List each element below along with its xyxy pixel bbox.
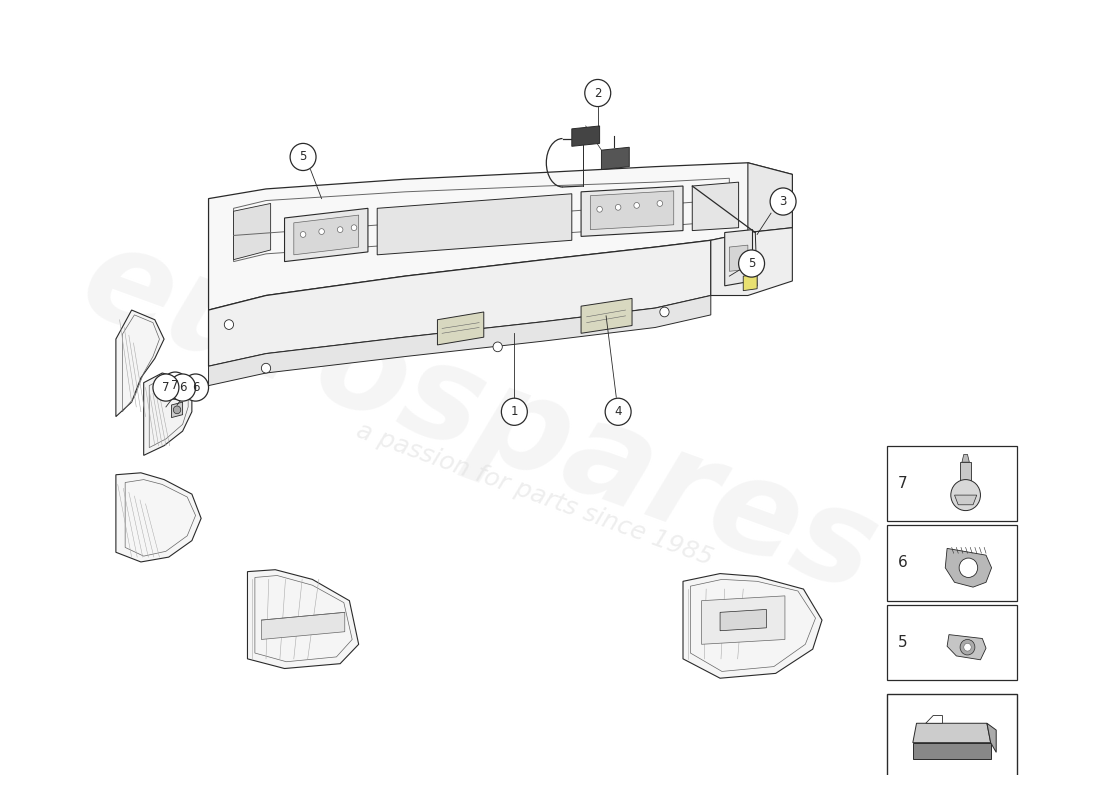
Text: 7: 7 [898, 476, 907, 491]
Circle shape [738, 250, 764, 277]
Polygon shape [233, 203, 271, 260]
Circle shape [634, 202, 639, 208]
Polygon shape [581, 186, 683, 237]
Text: 5: 5 [898, 635, 907, 650]
Circle shape [319, 229, 324, 234]
Polygon shape [144, 373, 191, 455]
Text: eurospares: eurospares [65, 214, 893, 619]
Polygon shape [702, 596, 785, 644]
Polygon shape [711, 228, 792, 295]
Circle shape [585, 79, 611, 106]
Circle shape [597, 206, 603, 212]
Text: 6: 6 [191, 381, 199, 394]
Polygon shape [172, 402, 183, 418]
Circle shape [493, 342, 503, 352]
Text: 4: 4 [615, 406, 622, 418]
Polygon shape [960, 462, 971, 491]
Text: 3: 3 [780, 195, 786, 208]
Polygon shape [438, 312, 484, 345]
Polygon shape [720, 610, 767, 630]
Circle shape [153, 374, 179, 401]
Text: 5: 5 [299, 150, 307, 163]
Polygon shape [947, 634, 986, 660]
Polygon shape [248, 570, 359, 669]
Polygon shape [285, 208, 367, 262]
Polygon shape [913, 742, 991, 759]
Circle shape [660, 307, 669, 317]
Polygon shape [955, 495, 977, 505]
Circle shape [605, 398, 631, 426]
Text: 6: 6 [179, 381, 186, 394]
Polygon shape [683, 574, 822, 678]
Circle shape [959, 558, 978, 578]
Circle shape [169, 374, 196, 401]
Circle shape [770, 188, 796, 215]
Polygon shape [209, 240, 711, 366]
Polygon shape [116, 473, 201, 562]
Circle shape [162, 372, 188, 399]
Text: 2: 2 [594, 86, 602, 99]
Circle shape [502, 398, 527, 426]
FancyBboxPatch shape [887, 525, 1016, 601]
Polygon shape [748, 162, 792, 233]
Polygon shape [209, 295, 711, 386]
Polygon shape [744, 274, 757, 290]
Circle shape [338, 226, 343, 233]
Circle shape [960, 639, 975, 655]
Circle shape [290, 143, 316, 170]
Polygon shape [729, 245, 748, 271]
Polygon shape [572, 126, 600, 146]
Text: 5: 5 [748, 257, 756, 270]
Polygon shape [262, 612, 344, 639]
FancyBboxPatch shape [887, 776, 1016, 800]
FancyBboxPatch shape [887, 605, 1016, 680]
Polygon shape [602, 147, 629, 170]
Polygon shape [377, 194, 572, 255]
Polygon shape [913, 723, 991, 742]
Polygon shape [294, 215, 359, 255]
Text: 807 19: 807 19 [914, 785, 989, 800]
Polygon shape [116, 310, 164, 417]
Polygon shape [692, 182, 738, 230]
Text: a passion for parts since 1985: a passion for parts since 1985 [353, 418, 716, 570]
Circle shape [615, 205, 620, 210]
Text: 7: 7 [162, 381, 169, 394]
Polygon shape [961, 454, 969, 462]
Polygon shape [987, 723, 997, 752]
Text: 6: 6 [898, 555, 907, 570]
Circle shape [657, 201, 662, 206]
Polygon shape [926, 715, 943, 723]
FancyBboxPatch shape [887, 694, 1016, 776]
Circle shape [224, 320, 233, 330]
FancyBboxPatch shape [887, 446, 1016, 522]
Circle shape [950, 479, 980, 510]
Polygon shape [209, 162, 792, 310]
Circle shape [174, 406, 180, 414]
Polygon shape [581, 298, 632, 334]
Polygon shape [591, 191, 673, 230]
Polygon shape [945, 548, 991, 587]
Text: 7: 7 [172, 379, 179, 392]
Circle shape [262, 363, 271, 373]
Text: 1: 1 [510, 406, 518, 418]
Circle shape [183, 374, 209, 401]
Circle shape [964, 643, 971, 651]
Circle shape [300, 231, 306, 238]
Polygon shape [725, 230, 752, 286]
Circle shape [351, 225, 356, 230]
